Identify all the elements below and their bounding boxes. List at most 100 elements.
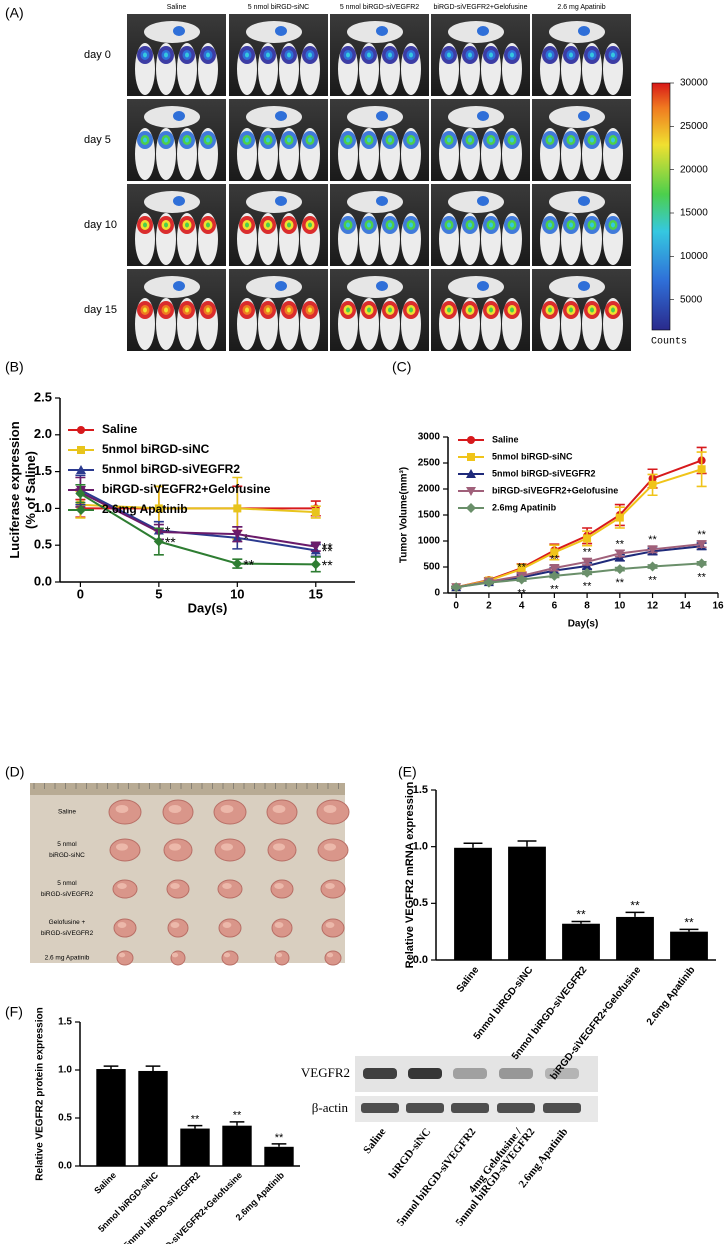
mouse [549, 191, 605, 213]
significance: ** [616, 538, 625, 550]
mouse [347, 21, 403, 43]
error-bar [229, 1121, 245, 1126]
signal [578, 111, 590, 121]
mouse-image [431, 99, 530, 181]
signal [409, 52, 413, 58]
significance: * [243, 531, 249, 547]
y-axis-label: Relative VEGFR2 protein expression [35, 1007, 46, 1180]
series-line [456, 543, 702, 589]
signal [611, 222, 615, 228]
marker [232, 558, 243, 569]
tumor [271, 918, 293, 938]
legend-label: Saline [492, 434, 519, 444]
mouse [549, 276, 605, 298]
signal [409, 222, 413, 228]
mouse-image [532, 99, 631, 181]
signal [409, 307, 413, 313]
x-tick-label: 4 [519, 601, 525, 612]
significance: ** [191, 1114, 200, 1126]
ruler [30, 783, 345, 795]
signal [173, 196, 185, 206]
y-tick-label: 1.5 [58, 1017, 72, 1028]
marker [647, 545, 658, 555]
legend-label: biRGD-siVEGFR2+Gelofusine [102, 482, 271, 496]
signal [548, 52, 552, 58]
y-tick-label: 1.0 [413, 841, 428, 853]
marker [614, 549, 625, 559]
row-label: 5 nmol [57, 880, 77, 887]
series-line [455, 459, 702, 589]
signal [173, 26, 185, 36]
row-label: Saline [58, 809, 76, 816]
y-tick-label: 0.0 [413, 954, 428, 966]
signal [590, 307, 594, 313]
marker [516, 574, 527, 585]
y-tick-label: 0.0 [58, 1161, 72, 1172]
signal [206, 307, 210, 313]
signal [388, 222, 392, 228]
legend-label: biRGD-siVEGFR2+Gelofusine [492, 485, 618, 495]
signal [143, 52, 147, 58]
signal [388, 52, 392, 58]
tumor [324, 950, 342, 966]
mouse-image [127, 14, 226, 96]
mouse-image [431, 14, 530, 96]
blot-band [408, 1068, 442, 1079]
signal [409, 137, 413, 143]
signal [447, 307, 451, 313]
signal [468, 137, 472, 143]
row-label: Gelofusine + [49, 919, 86, 926]
legend-label: 2.6mg Apatinib [492, 502, 557, 512]
column-header: Saline [167, 4, 187, 11]
tumor-highlight [115, 805, 129, 813]
tumor-highlight [323, 805, 337, 813]
column-header: 5 nmol biRGD-siVEGFR2 [340, 4, 419, 11]
marker [154, 504, 163, 513]
series-line [79, 489, 316, 552]
legend-label: 5nmol biRGD-siNC [102, 442, 210, 456]
mouse-image [127, 184, 226, 266]
signal [185, 307, 189, 313]
significance: ** [550, 584, 559, 596]
signal [489, 137, 493, 143]
tumor [170, 950, 186, 966]
signal [164, 52, 168, 58]
error-bar [679, 928, 699, 932]
signal [569, 52, 573, 58]
legend-marker [76, 465, 86, 474]
marker [310, 559, 321, 570]
legend-label: 5nmol biRGD-siNC [492, 451, 573, 461]
y-tick-label: 1000 [418, 536, 441, 547]
mouse [246, 276, 302, 298]
bar [562, 923, 600, 960]
row-label: day 5 [84, 134, 111, 146]
mouse [448, 21, 504, 43]
signal [164, 222, 168, 228]
y-tick-label: 2.5 [34, 389, 52, 404]
signal [346, 137, 350, 143]
signal [477, 111, 489, 121]
signal [245, 222, 249, 228]
x-axis-label: Day(s) [568, 619, 599, 630]
significance: ** [517, 562, 526, 574]
bar [180, 1128, 210, 1166]
marker [310, 542, 321, 552]
signal [447, 137, 451, 143]
row-label: 5 nmol [57, 841, 77, 848]
panel-label: (D) [5, 764, 24, 780]
tumor-highlight [325, 922, 335, 928]
signal [266, 137, 270, 143]
signal [376, 26, 388, 36]
significance: ** [165, 534, 176, 550]
signal [548, 222, 552, 228]
mouse [347, 276, 403, 298]
signal [143, 222, 147, 228]
marker [614, 564, 625, 575]
blot-band [499, 1068, 533, 1079]
row-label: day 0 [84, 49, 111, 61]
bar [670, 931, 708, 960]
legend-marker [76, 505, 86, 515]
mouse-image [229, 269, 328, 351]
marker [550, 548, 559, 557]
signal [477, 26, 489, 36]
